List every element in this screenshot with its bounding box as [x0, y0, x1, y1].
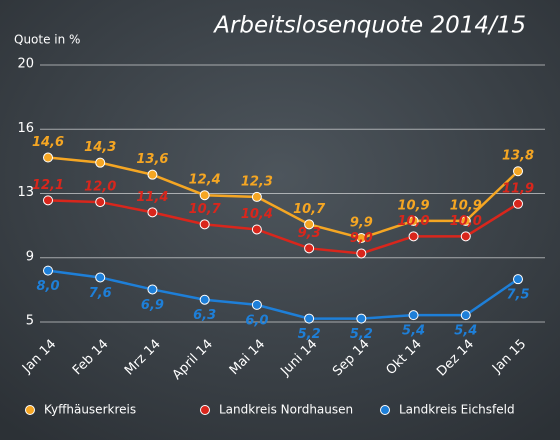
point	[43, 152, 53, 163]
point	[460, 310, 471, 321]
value-label: 10,0	[450, 214, 482, 229]
point	[356, 248, 367, 259]
chart-title: Arbeitslosenquote 2014/15	[212, 13, 526, 39]
point	[199, 190, 210, 201]
value-label: 5,2	[350, 327, 373, 342]
point	[513, 166, 523, 177]
point	[460, 231, 471, 242]
value-label: 10,7	[189, 202, 222, 217]
point	[251, 299, 262, 310]
point	[199, 219, 210, 230]
value-label: 5,2	[298, 327, 321, 342]
point	[147, 169, 158, 180]
y-tick-label: 5	[26, 314, 34, 329]
point	[43, 265, 53, 276]
line	[47, 269, 519, 320]
point	[251, 191, 262, 202]
value-label: 10,0	[398, 214, 430, 229]
legend-marker	[380, 405, 390, 415]
point	[356, 233, 367, 244]
legend-label: Landkreis Nordhausen	[219, 403, 353, 417]
value-label: 9,3	[298, 226, 321, 241]
point	[95, 197, 106, 208]
value-label: 6,0	[245, 313, 268, 328]
line	[47, 199, 519, 255]
point	[356, 313, 367, 324]
y-tick-label: 9	[26, 249, 34, 264]
line	[47, 156, 519, 240]
legend-label: Kyffhäuserkreis	[44, 403, 136, 417]
point	[513, 198, 523, 209]
y-tick-label: 20	[17, 57, 34, 72]
value-label: 10,9	[398, 198, 430, 213]
point	[304, 243, 315, 254]
value-label: 11,9	[502, 181, 534, 196]
point	[304, 219, 315, 230]
point	[460, 215, 471, 226]
value-label: 12,0	[84, 180, 116, 195]
value-label: 5,4	[402, 324, 425, 339]
value-label: 13,8	[502, 149, 534, 164]
value-label: 6,3	[193, 308, 216, 323]
point	[95, 157, 106, 168]
value-label: 7,5	[506, 288, 529, 303]
y-tick-label: 16	[17, 121, 34, 136]
value-label: 9,9	[350, 216, 373, 231]
y-axis-label: Quote in %	[14, 33, 80, 47]
value-label: 5,4	[454, 324, 477, 339]
value-label: 10,9	[450, 198, 482, 213]
value-label: 7,6	[89, 286, 112, 301]
point	[513, 274, 523, 285]
legend-marker	[25, 405, 35, 415]
value-label: 10,4	[241, 207, 273, 222]
point	[147, 284, 158, 295]
value-label: 14,3	[84, 140, 116, 155]
value-label: 12,4	[189, 173, 221, 188]
value-label: 14,6	[32, 135, 64, 150]
point	[408, 310, 419, 321]
value-label: 12,1	[32, 178, 64, 193]
legend-label: Landkreis Eichsfeld	[399, 403, 515, 417]
point	[408, 215, 419, 226]
y-tick-label: 13	[17, 185, 34, 200]
point	[147, 207, 158, 218]
point	[43, 195, 53, 206]
legend-marker	[200, 405, 210, 415]
value-label: 13,6	[136, 152, 168, 167]
value-label: 10,7	[293, 202, 326, 217]
point	[304, 313, 315, 324]
point	[251, 224, 262, 235]
point	[95, 272, 106, 283]
point	[408, 231, 419, 242]
point	[199, 294, 210, 305]
value-label: 9,0	[350, 231, 373, 246]
value-label: 12,3	[241, 174, 273, 189]
value-label: 11,4	[136, 190, 168, 205]
value-label: 8,0	[36, 279, 59, 294]
value-label: 6,9	[141, 298, 164, 313]
